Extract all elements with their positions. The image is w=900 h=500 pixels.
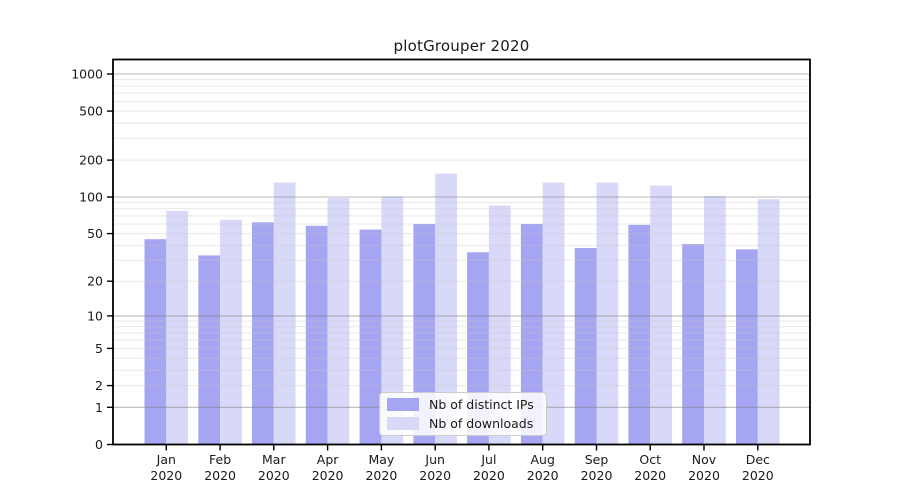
bar-downloads-dec	[757, 199, 780, 445]
x-tick-label-nov: Nov 2020	[688, 452, 720, 483]
x-tick-label-sep: Sep 2020	[581, 452, 613, 483]
plot-frame	[112, 58, 811, 446]
bar-downloads-oct	[650, 185, 672, 445]
bar-downloads-jun	[435, 173, 457, 445]
bar-distinct-ips-may	[359, 229, 382, 445]
bar-distinct-ips-jan	[144, 239, 167, 445]
x-tick-label-jul: Jul 2020	[473, 452, 505, 483]
y-tick-label-200: 200	[79, 153, 103, 168]
x-tick-label-apr: Apr 2020	[312, 452, 344, 483]
legend-swatch-distinct-ips	[387, 398, 419, 411]
bar-downloads-aug	[542, 182, 565, 445]
bar-distinct-ips-jun	[413, 224, 436, 445]
legend-swatch-downloads	[387, 417, 419, 430]
legend-label-downloads: Nb of downloads	[429, 416, 534, 431]
y-tick-label-2: 2	[95, 378, 103, 393]
bar-distinct-ips-nov	[682, 244, 704, 445]
x-tick-label-oct: Oct 2020	[634, 452, 666, 483]
bar-downloads-jan	[166, 210, 189, 445]
x-tick-label-may: May 2020	[365, 452, 397, 483]
y-tick-label-500: 500	[79, 104, 103, 119]
bar-downloads-nov	[704, 196, 726, 445]
legend-item-downloads: Nb of downloads	[387, 416, 538, 431]
y-tick-label-1000: 1000	[71, 67, 103, 82]
y-tick-label-10: 10	[87, 308, 103, 323]
bar-distinct-ips-oct	[628, 224, 651, 445]
x-tick-label-mar: Mar 2020	[258, 452, 290, 483]
y-tick-label-0: 0	[95, 437, 103, 452]
bar-distinct-ips-sep	[574, 248, 597, 445]
bar-distinct-ips-dec	[736, 249, 758, 445]
bar-downloads-apr	[327, 198, 350, 445]
bar-distinct-ips-feb	[198, 255, 221, 445]
x-tick-label-jun: Jun 2020	[419, 452, 451, 483]
bar-downloads-feb	[220, 219, 242, 445]
x-tick-label-jan: Jan 2020	[150, 452, 182, 483]
y-tick-label-1: 1	[95, 400, 103, 415]
x-tick-label-aug: Aug 2020	[527, 452, 559, 483]
legend-label-distinct-ips: Nb of distinct IPs	[429, 397, 534, 412]
legend-item-distinct-ips: Nb of distinct IPs	[387, 397, 538, 412]
bar-downloads-may	[381, 196, 404, 445]
bar-downloads-sep	[596, 182, 619, 445]
bar-downloads-jul	[488, 205, 511, 445]
x-tick-label-feb: Feb 2020	[204, 452, 236, 483]
bar-downloads-mar	[273, 182, 296, 445]
y-tick-label-20: 20	[87, 274, 103, 289]
bar-distinct-ips-aug	[520, 224, 543, 445]
y-tick-label-50: 50	[87, 226, 103, 241]
x-tick-label-dec: Dec 2020	[742, 452, 774, 483]
y-tick-label-5: 5	[95, 341, 103, 356]
bar-distinct-ips-apr	[305, 225, 328, 445]
chart-title: plotGrouper 2020	[393, 37, 530, 55]
legend: Nb of distinct IPs Nb of downloads	[379, 392, 547, 436]
y-tick-label-100: 100	[79, 190, 103, 205]
bar-distinct-ips-mar	[252, 222, 274, 445]
